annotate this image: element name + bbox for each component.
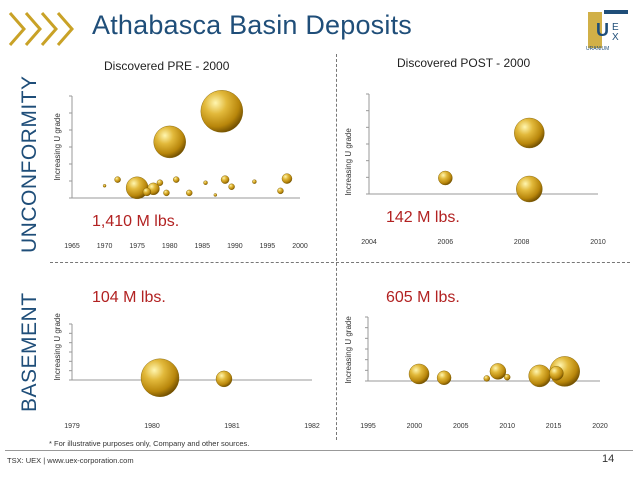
deposit-bubble [215, 370, 233, 388]
x-tick-label: 2000 [292, 243, 308, 250]
chevron-decoration-icon [8, 12, 74, 46]
y-axis-label: Increasing U grade [53, 113, 62, 181]
x-tick-label: 1995 [260, 243, 276, 250]
deposit-bubble [156, 179, 164, 186]
y-axis-label: Increasing U grade [344, 316, 353, 384]
footnote: * For illustrative purposes only, Compan… [49, 439, 250, 448]
horizontal-divider [50, 262, 630, 264]
chart-unconformity-pre: Increasing U grade 1965 1970 1975 1980 1985 19… [53, 90, 308, 250]
deposit-bubble [528, 364, 551, 388]
deposit-bubble [408, 363, 430, 385]
x-tick-label: 2015 [546, 423, 562, 430]
deposit-bubble [140, 358, 180, 397]
deposit-bubble [142, 187, 152, 197]
x-tick-label: 1981 [224, 423, 240, 430]
deposit-bubble [438, 170, 453, 186]
page-number: 14 [602, 453, 615, 465]
resource-annotation: 104 M lbs. [92, 289, 166, 306]
deposit-bubble [102, 184, 107, 188]
x-tick-label: 2008 [514, 239, 530, 246]
y-axis-label: Increasing U grade [53, 313, 62, 381]
resource-annotation: 142 M lbs. [386, 209, 460, 226]
deposit-bubble [186, 189, 193, 197]
x-tick-label: 1982 [304, 423, 320, 430]
svg-text:URANIUM: URANIUM [586, 46, 609, 52]
charts-canvas: Increasing U grade 1965 1970 1975 1980 1985 19… [53, 90, 608, 430]
x-tick-label: 1980 [144, 423, 160, 430]
x-tick-label: 1980 [162, 243, 178, 250]
deposit-bubble [489, 363, 507, 380]
deposit-bubble [203, 180, 208, 185]
deposit-bubble [213, 193, 218, 197]
deposit-bubble [516, 175, 543, 203]
x-tick-label: 1975 [129, 243, 145, 250]
deposit-bubble [483, 375, 490, 382]
deposit-bubble [153, 125, 186, 159]
x-tick-label: 2010 [590, 239, 606, 246]
resource-annotation: 1,410 M lbs. [92, 213, 179, 230]
x-tick-label: 2000 [407, 423, 423, 430]
deposit-bubble [200, 90, 244, 133]
x-tick-label: 1970 [97, 243, 113, 250]
vertical-divider [336, 54, 338, 440]
deposit-bubble [114, 176, 121, 183]
y-axis-label: Increasing U grade [344, 128, 353, 196]
slide-title: Athabasca Basin Deposits [92, 10, 412, 40]
deposit-bubble [228, 183, 235, 190]
resource-annotation: 605 M lbs. [386, 289, 460, 306]
x-tick-label: 2005 [453, 423, 469, 430]
deposit-bubble [514, 117, 545, 149]
x-tick-label: 1965 [64, 243, 80, 250]
header-pre-2000: Discovered PRE - 2000 [104, 59, 230, 73]
uex-logo-icon: U E X URANIUM [586, 10, 628, 52]
chart-unconformity-post: Increasing U grade 2004 2006 2008 2010 142 M … [344, 93, 606, 246]
svg-text:E: E [612, 22, 619, 33]
x-tick-label: 2004 [361, 239, 377, 246]
footer-divider [5, 450, 633, 451]
x-tick-label: 1985 [194, 243, 210, 250]
deposit-bubble [436, 370, 452, 385]
x-tick-label: 2020 [592, 423, 608, 430]
deposit-bubble [277, 187, 284, 195]
x-tick-label: 1995 [360, 423, 376, 430]
deposit-bubble [252, 179, 257, 184]
svg-text:U: U [596, 20, 609, 40]
header-post-2000: Discovered POST - 2000 [397, 56, 531, 70]
deposit-bubble [549, 366, 564, 381]
chart-basement-pre: Increasing U grade 1979 1980 1981 1982 104 M … [53, 289, 320, 430]
x-tick-label: 1979 [64, 423, 80, 430]
deposit-bubble [173, 176, 180, 183]
deposit-bubble [281, 173, 293, 184]
x-tick-label: 2010 [499, 423, 515, 430]
footer-text: TSX: UEX | www.uex-corporation.com [7, 456, 134, 465]
deposit-bubble [163, 189, 170, 197]
svg-text:X: X [612, 32, 619, 43]
x-tick-label: 1990 [227, 243, 243, 250]
deposit-bubble [504, 373, 511, 381]
x-tick-label: 2006 [438, 239, 454, 246]
deposit-bubble [220, 175, 230, 184]
chart-basement-post: Increasing U grade 1995 2000 2005 2010 2015 20… [344, 289, 608, 430]
